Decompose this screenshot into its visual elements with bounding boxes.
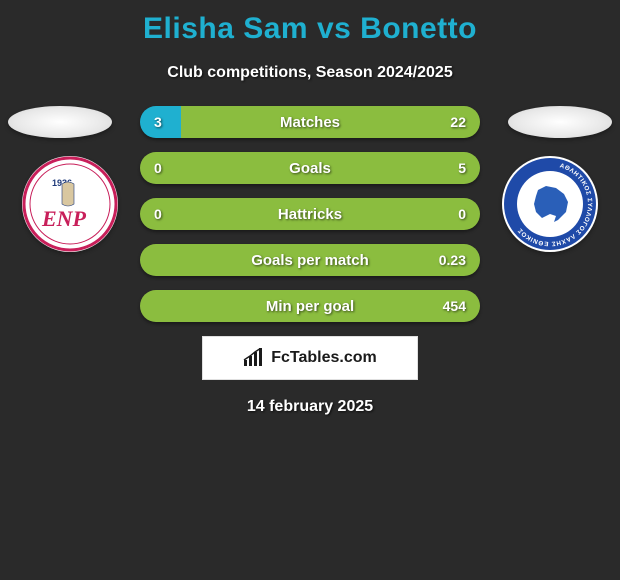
stat-label: Min per goal bbox=[140, 298, 480, 315]
stat-row-matches: 3Matches22 bbox=[140, 106, 480, 138]
stat-row-hattricks: 0Hattricks0 bbox=[140, 198, 480, 230]
stats-column: 3Matches220Goals50Hattricks0Goals per ma… bbox=[140, 106, 480, 322]
club-logo-right: ΑΘΛΗΤΙΚΟΣ ΣΥΛΛΟΓΟΣ ΛΑΧΗΣ ΕΘΝΙΚΟΣ bbox=[502, 156, 598, 252]
stat-row-goals: 0Goals5 bbox=[140, 152, 480, 184]
club-logo-left-svg: 1936 ENP bbox=[22, 156, 118, 252]
stat-right-value: 0.23 bbox=[439, 252, 466, 268]
club-left-script: ENP bbox=[41, 206, 87, 231]
subtitle: Club competitions, Season 2024/2025 bbox=[0, 64, 620, 82]
page-title: Elisha Sam vs Bonetto bbox=[0, 0, 620, 46]
player-right-photo-placeholder bbox=[508, 106, 612, 138]
stat-right-value: 0 bbox=[458, 206, 466, 222]
stat-right-value: 22 bbox=[450, 114, 466, 130]
brand-text: FcTables.com bbox=[271, 349, 377, 367]
stat-label: Hattricks bbox=[140, 206, 480, 223]
brand-box: FcTables.com bbox=[202, 336, 418, 380]
stat-label: Matches bbox=[140, 114, 480, 131]
stat-right-value: 5 bbox=[458, 160, 466, 176]
club-logo-right-svg: ΑΘΛΗΤΙΚΟΣ ΣΥΛΛΟΓΟΣ ΛΑΧΗΣ ΕΘΝΙΚΟΣ bbox=[502, 156, 598, 252]
stat-left-value: 0 bbox=[154, 206, 162, 222]
date-line: 14 february 2025 bbox=[0, 398, 620, 416]
stat-label: Goals per match bbox=[140, 252, 480, 269]
player-left-photo-placeholder bbox=[8, 106, 112, 138]
club-logo-left: 1936 ENP bbox=[22, 156, 118, 252]
stat-left-value: 0 bbox=[154, 160, 162, 176]
comparison-panel: 1936 ENP ΑΘΛΗΤΙΚΟΣ ΣΥΛΛΟΓΟΣ ΛΑΧΗΣ ΕΘΝΙΚΟ… bbox=[0, 106, 620, 416]
bar-chart-icon bbox=[243, 348, 265, 368]
stat-row-min-per-goal: Min per goal454 bbox=[140, 290, 480, 322]
stat-left-value: 3 bbox=[154, 114, 162, 130]
stat-right-value: 454 bbox=[443, 298, 466, 314]
stat-label: Goals bbox=[140, 160, 480, 177]
stat-row-goals-per-match: Goals per match0.23 bbox=[140, 244, 480, 276]
